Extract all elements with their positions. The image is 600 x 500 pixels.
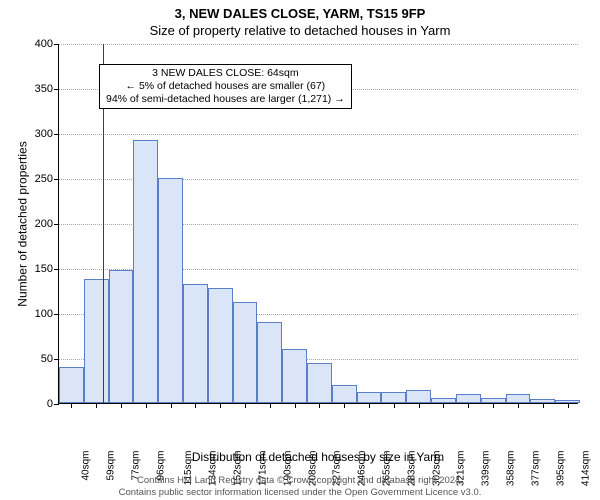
histogram-bar (332, 385, 357, 403)
xtick-mark (543, 403, 544, 408)
gridline (59, 44, 578, 45)
histogram-bar (84, 279, 109, 403)
ytick-label: 0 (47, 398, 59, 410)
ytick-label: 150 (35, 263, 59, 275)
x-axis-label: Distribution of detached houses by size … (58, 450, 578, 464)
xtick-mark (245, 403, 246, 408)
histogram-bar (59, 367, 84, 403)
histogram-bar (381, 392, 406, 403)
ytick-label: 300 (35, 128, 59, 140)
xtick-mark (195, 403, 196, 408)
histogram-bar (183, 284, 208, 403)
xtick-mark (96, 403, 97, 408)
plot-area: 05010015020025030035040040sqm59sqm77sqm9… (58, 44, 578, 404)
plot: 05010015020025030035040040sqm59sqm77sqm9… (58, 44, 578, 404)
histogram-bar (506, 394, 531, 403)
xtick-mark (369, 403, 370, 408)
histogram-bar (357, 392, 382, 403)
xtick-mark (171, 403, 172, 408)
xtick-mark (468, 403, 469, 408)
chart-subtitle: Size of property relative to detached ho… (0, 21, 600, 38)
xtick-mark (220, 403, 221, 408)
ytick-label: 50 (41, 353, 59, 365)
marker-label-line: 94% of semi-detached houses are larger (… (106, 93, 345, 106)
ytick-label: 200 (35, 218, 59, 230)
ytick-label: 100 (35, 308, 59, 320)
xtick-mark (443, 403, 444, 408)
chart-title: 3, NEW DALES CLOSE, YARM, TS15 9FP (0, 0, 600, 21)
xtick-mark (419, 403, 420, 408)
marker-label-box: 3 NEW DALES CLOSE: 64sqm← 5% of detached… (99, 64, 352, 109)
histogram-bar (406, 390, 431, 403)
marker-label-line: 3 NEW DALES CLOSE: 64sqm (106, 67, 345, 80)
xtick-mark (344, 403, 345, 408)
credit-line-1: Contains HM Land Registry data © Crown c… (0, 475, 600, 486)
histogram-bar (307, 363, 332, 404)
xtick-mark (121, 403, 122, 408)
xtick-mark (146, 403, 147, 408)
histogram-bar (233, 302, 258, 403)
histogram-bar (109, 270, 134, 403)
xtick-mark (568, 403, 569, 408)
xtick-mark (295, 403, 296, 408)
chart-container: 3, NEW DALES CLOSE, YARM, TS15 9FP Size … (0, 0, 600, 500)
histogram-bar (456, 394, 481, 403)
xtick-mark (493, 403, 494, 408)
xtick-mark (71, 403, 72, 408)
histogram-bar (158, 178, 183, 403)
histogram-bar (282, 349, 307, 403)
histogram-bar (208, 288, 233, 403)
y-axis-label: Number of detached properties (14, 44, 32, 404)
ytick-label: 250 (35, 173, 59, 185)
marker-label-line: ← 5% of detached houses are smaller (67) (106, 80, 345, 93)
gridline (59, 134, 578, 135)
credit-text: Contains HM Land Registry data © Crown c… (0, 475, 600, 498)
histogram-bar (133, 140, 158, 403)
ytick-label: 400 (35, 38, 59, 50)
xtick-mark (394, 403, 395, 408)
credit-line-2: Contains public sector information licen… (0, 487, 600, 498)
histogram-bar (257, 322, 282, 403)
xtick-mark (270, 403, 271, 408)
xtick-mark (319, 403, 320, 408)
ytick-label: 350 (35, 83, 59, 95)
xtick-mark (518, 403, 519, 408)
